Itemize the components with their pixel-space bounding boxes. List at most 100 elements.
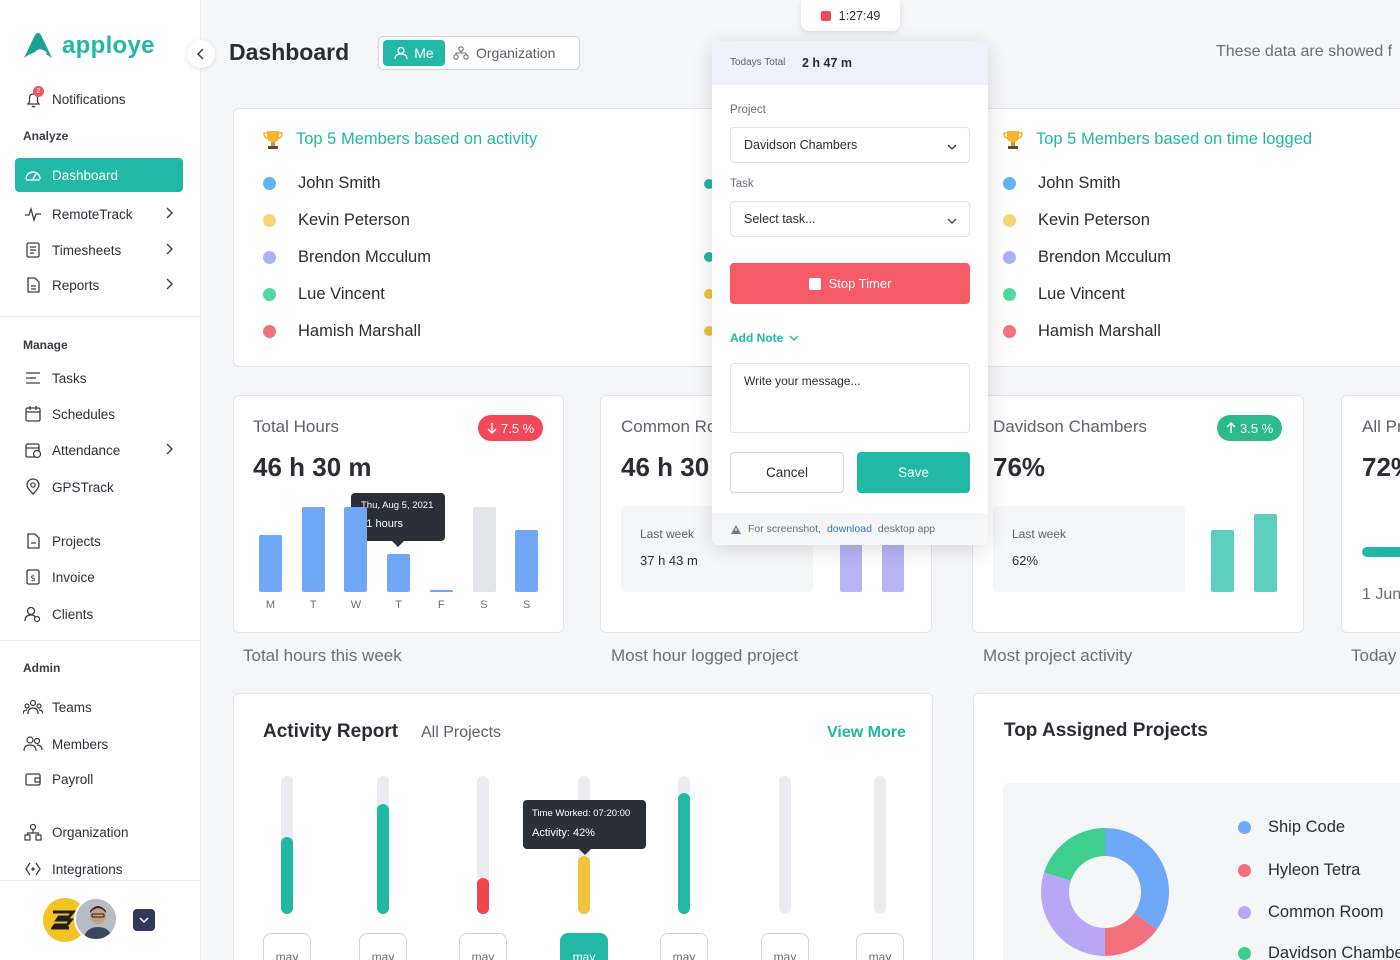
todays-total-label: Todays Total — [730, 57, 786, 68]
sidebar-item-members[interactable]: Members — [15, 727, 183, 761]
month-tab[interactable]: may — [459, 933, 507, 960]
stop-square-icon — [820, 10, 831, 21]
sidebar-item-organization[interactable]: Organization — [15, 815, 183, 849]
view-more-link[interactable]: View More — [827, 724, 906, 741]
pulse-icon — [23, 204, 43, 224]
user-avatar[interactable] — [74, 897, 118, 941]
project-select[interactable]: Davidson Chambers — [730, 127, 970, 163]
hours-bar[interactable] — [429, 590, 453, 592]
member-row: John Smith — [263, 174, 381, 193]
last-week-label: Last week — [1012, 527, 1067, 541]
collapse-sidebar-button[interactable] — [187, 40, 215, 68]
members-icon — [23, 734, 43, 754]
hours-bar[interactable] — [387, 554, 411, 592]
activity-bar-fill — [477, 878, 489, 914]
month-tab[interactable]: may — [761, 933, 809, 960]
activity-bar-fill — [678, 792, 690, 914]
sidebar-item-timesheets[interactable]: Timesheets — [15, 233, 183, 267]
sidebar-item-dashboard[interactable]: Dashboard — [15, 158, 183, 192]
apploye-logo-icon — [24, 33, 52, 59]
note-placeholder: Write your message... — [744, 374, 861, 388]
sidebar-item-integrations[interactable]: Integrations — [15, 852, 183, 886]
sidebar-item-tasks[interactable]: Tasks — [15, 361, 183, 395]
sidebar-item-invoice[interactable]: $ Invoice — [15, 560, 183, 594]
toggle-organization[interactable]: Organization — [453, 40, 555, 66]
member-color-dot — [263, 325, 276, 338]
account-menu-toggle[interactable] — [133, 909, 155, 931]
legend-label: Common Room — [1268, 903, 1384, 921]
month-tab[interactable]: may — [660, 933, 708, 960]
hours-bar[interactable] — [344, 506, 368, 592]
sidebar-item-clients[interactable]: Clients — [15, 597, 183, 631]
common-room-label: Common Ro — [621, 417, 717, 436]
activity-filter[interactable]: All Projects — [421, 724, 502, 741]
day-label: M — [265, 599, 276, 611]
sidebar-divider — [0, 880, 200, 881]
activity-bar[interactable] — [678, 776, 690, 914]
report-icon — [23, 275, 43, 295]
sidebar-item-label: Attendance — [52, 442, 121, 458]
page-title: Dashboard — [229, 39, 350, 65]
project-legend-item: Common Room — [1238, 903, 1384, 922]
sidebar-item-notifications[interactable]: 2 Notifications — [15, 82, 183, 116]
activity-bar[interactable] — [874, 776, 886, 914]
donut-slice[interactable] — [1105, 828, 1169, 930]
legend-label: Davidson Chambe — [1268, 944, 1400, 960]
assigned-donut-chart — [1041, 828, 1169, 956]
legend-color-dot — [1238, 821, 1251, 834]
sidebar-divider — [0, 316, 200, 317]
donut-slice[interactable] — [1105, 913, 1157, 956]
save-button[interactable]: Save — [857, 452, 970, 493]
activity-bar[interactable] — [477, 776, 489, 914]
hours-bar[interactable] — [301, 506, 325, 592]
sidebar-item-projects[interactable]: Projects — [15, 524, 183, 558]
download-link[interactable]: download — [826, 523, 872, 535]
hours-bar[interactable] — [259, 535, 282, 592]
activity-bar[interactable] — [377, 776, 389, 914]
member-row: Lue Vincent — [1003, 285, 1125, 304]
timesheet-icon — [23, 240, 43, 260]
note-textarea[interactable]: Write your message... — [730, 363, 970, 433]
hours-bar[interactable] — [515, 530, 539, 592]
month-tab[interactable]: may — [560, 933, 608, 960]
sidebar-item-schedules[interactable]: Schedules — [15, 397, 183, 431]
toggle-org-label: Organization — [476, 45, 556, 61]
month-tab[interactable]: may — [856, 933, 904, 960]
all-projects-progress — [1362, 547, 1400, 557]
donut-slice[interactable] — [1044, 828, 1105, 881]
arrow-up-icon — [1226, 422, 1236, 433]
hours-bar[interactable] — [472, 506, 496, 592]
stop-timer-button[interactable]: Stop Timer — [730, 263, 970, 304]
chevron-right-icon — [165, 243, 173, 258]
project-legend-item: Ship Code — [1238, 818, 1345, 837]
document-icon — [23, 531, 43, 551]
activity-bar[interactable] — [779, 776, 791, 914]
task-select[interactable]: Select task... — [730, 201, 970, 237]
month-tab[interactable]: may — [263, 933, 311, 960]
sidebar-item-label: Teams — [52, 699, 92, 715]
sidebar-item-attendance[interactable]: Attendance — [15, 433, 183, 467]
attendance-icon — [23, 440, 43, 460]
sidebar-item-payroll[interactable]: Payroll — [15, 762, 183, 796]
member-row: Hamish Marshall — [263, 322, 421, 341]
chevron-down-icon — [139, 916, 149, 923]
top-time-title: Top 5 Members based on time logged — [1036, 130, 1313, 148]
toggle-me[interactable]: Me — [383, 40, 445, 66]
running-timer[interactable]: 1:27:49 — [801, 0, 900, 31]
legend-label: Ship Code — [1268, 818, 1346, 836]
top-activity-title: Top 5 Members based on activity — [296, 130, 538, 148]
cancel-button[interactable]: Cancel — [730, 452, 844, 493]
sidebar-item-gpstrack[interactable]: GPSTrack — [15, 470, 183, 504]
sidebar-item-teams[interactable]: Teams — [15, 690, 183, 724]
total-hours-card: Total Hours 7.5 % 46 h 30 m Thu, Aug 5, … — [233, 395, 564, 633]
brand-logo[interactable]: apploye — [22, 32, 155, 60]
donut-slice[interactable] — [1041, 872, 1105, 956]
sidebar-item-reports[interactable]: Reports — [15, 268, 183, 302]
sidebar-item-remotetrack[interactable]: RemoteTrack — [15, 197, 183, 231]
all-projects-label: All Pr — [1362, 417, 1400, 436]
last-week-value: 62% — [1012, 553, 1039, 568]
activity-bar[interactable] — [281, 776, 293, 914]
davidson-caption: Most project activity — [983, 646, 1133, 665]
month-tab[interactable]: may — [359, 933, 407, 960]
add-note-toggle[interactable]: Add Note — [730, 331, 799, 345]
